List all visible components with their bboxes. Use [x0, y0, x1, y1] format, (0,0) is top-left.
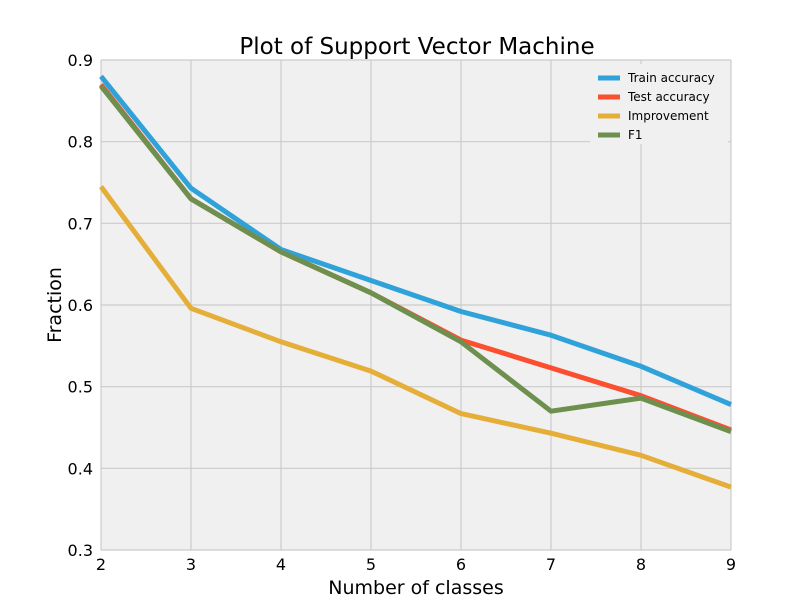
- legend-label: Train accuracy: [627, 71, 715, 85]
- legend-label: Improvement: [628, 109, 709, 123]
- y-tick-label: 0.8: [68, 133, 93, 152]
- y-tick-label: 0.3: [68, 541, 93, 560]
- grid-lines: [100, 59, 732, 551]
- x-tick-label: 4: [276, 555, 286, 574]
- x-tick-label: 3: [186, 555, 196, 574]
- x-tick-label: 9: [726, 555, 736, 574]
- legend-label: F1: [628, 128, 643, 142]
- x-axis-title: Number of classes: [328, 577, 503, 599]
- chart-title: Plot of Support Vector Machine: [239, 34, 594, 60]
- y-tick-label: 0.9: [68, 51, 93, 70]
- series-line-3: [98, 185, 732, 490]
- y-tick-label: 0.4: [68, 459, 93, 478]
- y-axis-title: Fraction: [44, 267, 66, 343]
- y-tick-labels: 0.3 0.4 0.5 0.6 0.7 0.8 0.9: [68, 51, 93, 560]
- legend-label: Test accuracy: [627, 90, 710, 104]
- x-tick-labels: 2 3 4 5 6 7 8 9: [96, 555, 736, 574]
- x-tick-label: 5: [366, 555, 376, 574]
- y-tick-label: 0.5: [68, 378, 93, 397]
- legend: Train accuracy Test accuracy Improvement F1: [590, 64, 728, 144]
- series-line-1: [99, 74, 732, 407]
- x-tick-label: 2: [96, 555, 106, 574]
- y-tick-label: 0.6: [68, 296, 93, 315]
- x-tick-label: 8: [636, 555, 646, 574]
- y-tick-label: 0.7: [68, 214, 93, 233]
- series-lines: [98, 74, 732, 490]
- series-line-4: [99, 84, 732, 434]
- x-tick-label: 6: [456, 555, 466, 574]
- x-tick-label: 7: [546, 555, 556, 574]
